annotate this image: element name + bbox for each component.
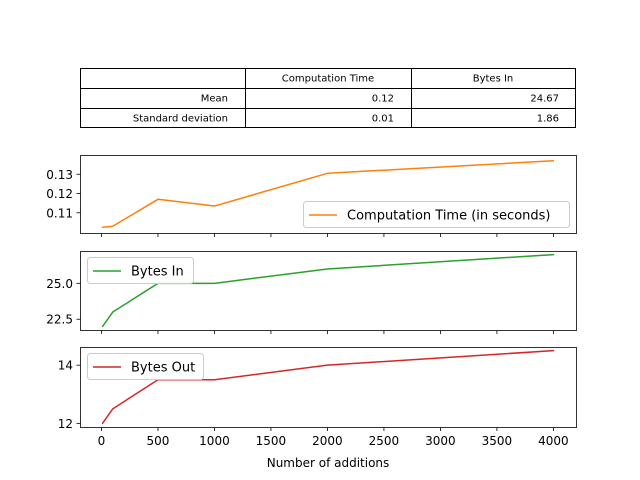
series-line	[101, 160, 555, 228]
y-tick-label: 22.5	[46, 313, 73, 327]
chart-panel-2: 22.5 25.0 Bytes In	[46, 251, 577, 334]
legend: Computation Time (in seconds)	[303, 201, 570, 228]
x-tick-label: 3000	[425, 434, 456, 448]
table-header-bytes-in: Bytes In	[473, 74, 514, 85]
y-tick-label: 0.12	[46, 187, 73, 201]
x-tick-label: 2000	[312, 434, 343, 448]
y-tick-label: 12	[58, 417, 73, 431]
chart-panel-1: 0.11 0.12 0.13 Computation Time (in seconds…	[46, 155, 577, 237]
legend-label: Bytes In	[131, 265, 184, 280]
axes-frame	[80, 251, 577, 331]
charts: 0.11 0.12 0.13 Computation Time (in seconds…	[46, 155, 577, 448]
table-row-label-mean: Mean	[201, 94, 228, 105]
table-cell-mean-bytes-in: 24.67	[530, 94, 559, 105]
chart-panel-3: 12 14 0 500 1000 1500 2000 2500 3000 3500 4000 Byte…	[58, 347, 577, 448]
y-tick-label: 0.13	[46, 168, 73, 182]
y-tick-label: 0.11	[46, 206, 73, 220]
axes-frame	[80, 347, 577, 428]
axes-frame	[80, 155, 577, 234]
x-tick-label: 500	[147, 434, 170, 448]
table-border	[80, 68, 576, 128]
table-cell-std-computation-time: 0.01	[372, 114, 394, 125]
y-tick-label: 25.0	[46, 277, 73, 291]
x-tick-label: 2500	[369, 434, 400, 448]
legend-label: Bytes Out	[131, 361, 195, 376]
y-tick-label: 14	[58, 359, 73, 373]
legend-box	[303, 201, 570, 228]
table-cell-std-bytes-in: 1.86	[537, 114, 559, 125]
legend: Bytes Out	[87, 353, 204, 380]
legend: Bytes In	[87, 257, 194, 284]
table-cell-mean-computation-time: 0.12	[372, 94, 394, 105]
x-axis-label: Number of additions	[267, 456, 390, 470]
table-row-label-std: Standard deviation	[133, 114, 228, 125]
x-tick-label: 3500	[482, 434, 513, 448]
table-header-computation-time: Computation Time	[282, 74, 374, 85]
x-tick-label: 1500	[256, 434, 287, 448]
x-tick-label: 0	[98, 434, 106, 448]
x-tick-label: 1000	[199, 434, 230, 448]
legend-box	[87, 257, 194, 284]
x-tick-label: 4000	[538, 434, 569, 448]
legend-label: Computation Time (in seconds)	[347, 209, 551, 224]
summary-table: Computation Time Bytes In Mean 0.12 24.6…	[80, 68, 576, 128]
legend-box	[87, 353, 204, 380]
